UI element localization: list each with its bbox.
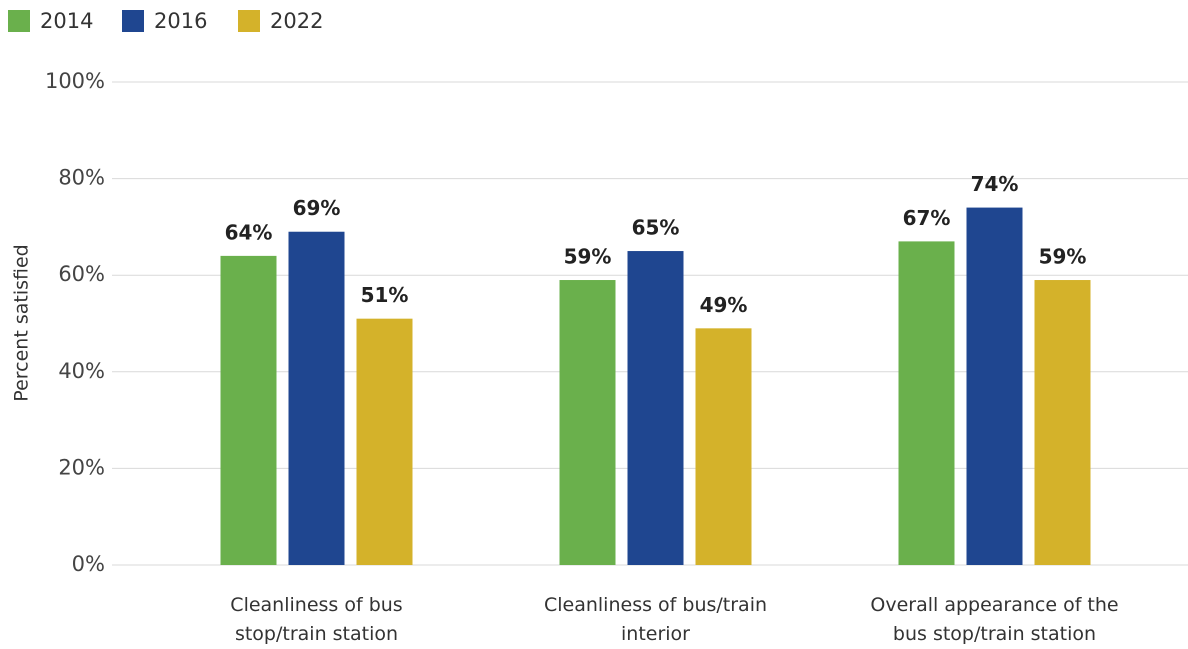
legend-label: 2014 (40, 9, 93, 33)
y-tick-label: 100% (45, 69, 105, 93)
bar (288, 231, 345, 566)
legend-label: 2016 (154, 9, 207, 33)
data-label: 74% (971, 172, 1019, 196)
data-label: 67% (903, 206, 951, 230)
legend-swatch (122, 10, 144, 32)
bar (559, 280, 616, 565)
x-tick-label: Cleanliness of bus/train interior (543, 594, 768, 645)
bar (220, 255, 277, 565)
data-label: 59% (1039, 245, 1087, 269)
bar (627, 251, 684, 566)
y-tick-label: 60% (58, 262, 105, 286)
data-label: 59% (564, 245, 612, 269)
bar (695, 328, 752, 565)
y-axis-label: Percent satisfied (11, 244, 33, 401)
y-tick-label: 80% (58, 166, 105, 190)
legend-swatch (8, 10, 30, 32)
bar (898, 241, 955, 565)
x-tick-label: Overall appearance of the bus stop/train… (870, 594, 1119, 645)
bar (356, 318, 413, 565)
legend-label: 2022 (270, 9, 323, 33)
data-label: 49% (700, 293, 748, 317)
bar (966, 207, 1023, 565)
data-label: 65% (632, 216, 680, 240)
bar (1034, 280, 1091, 565)
y-tick-label: 0% (72, 552, 105, 576)
data-label: 64% (225, 220, 273, 244)
x-tick-label: Cleanliness of bus stop/train station (230, 594, 403, 645)
legend-swatch (238, 10, 260, 32)
y-tick-label: 40% (58, 359, 105, 383)
data-label: 51% (361, 283, 409, 307)
data-label: 69% (293, 196, 341, 220)
y-tick-label: 20% (58, 455, 105, 479)
